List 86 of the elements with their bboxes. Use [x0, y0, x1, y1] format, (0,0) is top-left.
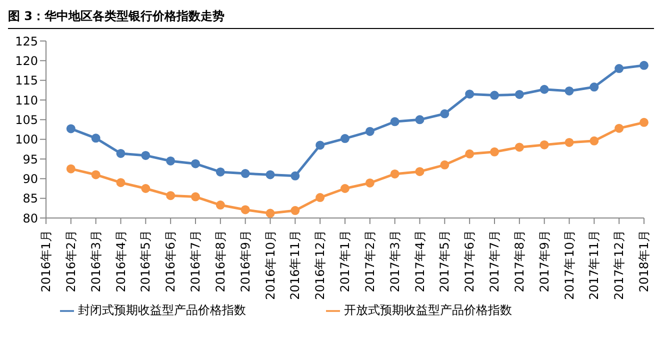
chart-title: 图 3：华中地区各类型银行价格指数走势 [8, 8, 654, 29]
point [116, 148, 126, 158]
point [465, 90, 474, 99]
point [91, 170, 100, 180]
point [166, 191, 176, 200]
point [490, 147, 499, 156]
x-tick-label: 2017年2月 [362, 230, 377, 292]
x-tick-label: 2016年2月 [64, 230, 78, 292]
point [440, 109, 450, 118]
point [266, 170, 275, 180]
y-tick-label: 90 [22, 172, 38, 186]
x-tick-label: 2016年7月 [188, 230, 202, 292]
point [490, 90, 499, 100]
point [316, 193, 325, 202]
y-tick-label: 110 [15, 93, 38, 108]
point [365, 126, 374, 136]
point [66, 124, 76, 134]
x-tick-label: 2016年3月 [88, 230, 103, 292]
x-tick-label: 2017年12月 [612, 230, 626, 300]
point [640, 60, 648, 70]
x-tick-label: 2016年6月 [164, 230, 178, 292]
point [340, 184, 350, 193]
x-tick-label: 2017年3月 [388, 230, 402, 292]
x-tick-label: 2016年11月 [288, 230, 302, 300]
point [316, 140, 325, 150]
point [564, 138, 574, 147]
legend-label: 封闭式预期收益型产品价格指数 [78, 303, 246, 317]
point [216, 167, 225, 176]
point [290, 206, 300, 216]
x-tick-label: 2016年8月 [213, 230, 228, 292]
point [365, 178, 374, 188]
point [166, 156, 176, 166]
point [465, 149, 474, 158]
x-tick-label: 2016年9月 [238, 230, 252, 292]
x-tick-label: 2017年11月 [587, 230, 602, 300]
x-tick-label: 2017年5月 [438, 230, 452, 292]
y-tick-label: 95 [22, 152, 38, 166]
point [390, 117, 400, 126]
y-tick-label: 105 [15, 112, 38, 127]
point [240, 169, 250, 178]
point [91, 134, 100, 143]
y-tick-label: 125 [15, 34, 38, 48]
point [191, 159, 200, 168]
point [440, 160, 450, 170]
point [290, 171, 300, 180]
point [590, 136, 599, 146]
x-tick-label: 2016年12月 [313, 230, 328, 300]
x-tick-label: 2017年6月 [462, 230, 477, 292]
x-tick-label: 2017年8月 [512, 230, 526, 292]
point [415, 115, 424, 124]
y-tick-label: 100 [15, 132, 38, 147]
x-tick-label: 2017年10月 [562, 230, 576, 300]
point [540, 84, 549, 94]
point [240, 205, 250, 214]
point [340, 134, 350, 144]
point [514, 142, 524, 152]
y-tick-label: 80 [22, 211, 38, 226]
point [141, 184, 150, 193]
point [266, 208, 275, 218]
point [66, 164, 76, 174]
point [640, 118, 648, 127]
x-tick-label: 2016年1月 [39, 230, 53, 292]
y-tick-label: 120 [15, 54, 38, 68]
point [540, 140, 549, 150]
legend-label: 开放式预期收益型产品价格指数 [344, 303, 512, 317]
y-tick-label: 115 [15, 74, 38, 88]
x-tick-label: 2017年1月 [338, 230, 352, 292]
y-tick-label: 85 [22, 192, 38, 206]
x-tick-label: 2017年4月 [412, 230, 427, 292]
point [590, 82, 599, 92]
point [141, 150, 150, 160]
point [564, 86, 574, 96]
point [216, 200, 225, 210]
x-tick-label: 2016年5月 [138, 230, 153, 292]
point [390, 169, 400, 178]
x-tick-label: 2016年4月 [114, 230, 128, 292]
x-tick-label: 2017年7月 [488, 230, 502, 292]
point [415, 167, 424, 176]
x-tick-label: 2018年1月 [637, 230, 651, 292]
x-tick-label: 2016年10月 [263, 230, 278, 300]
point [191, 192, 200, 202]
point [614, 64, 624, 74]
point [514, 90, 524, 99]
point [614, 124, 624, 133]
point [116, 178, 126, 188]
x-tick-label: 2017年9月 [537, 230, 552, 292]
